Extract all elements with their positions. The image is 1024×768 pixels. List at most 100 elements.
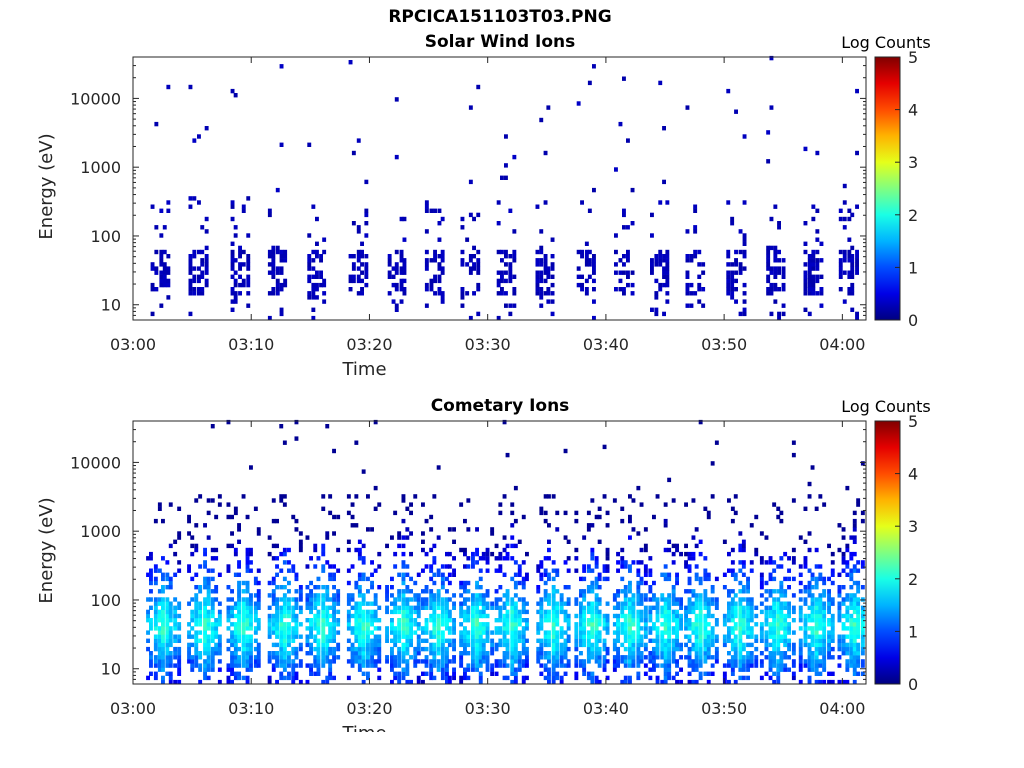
data-cell bbox=[827, 605, 831, 610]
data-cell bbox=[551, 560, 556, 565]
data-cell bbox=[162, 266, 167, 271]
data-cell bbox=[703, 622, 708, 627]
data-cell bbox=[791, 560, 796, 565]
data-cell bbox=[628, 601, 632, 606]
data-cell bbox=[399, 216, 404, 222]
data-cell bbox=[722, 585, 727, 590]
data-cell bbox=[636, 651, 641, 656]
data-cell bbox=[694, 564, 699, 569]
data-cell bbox=[539, 249, 544, 255]
data-cell bbox=[173, 655, 178, 660]
data-cell bbox=[241, 262, 246, 267]
data-cell bbox=[361, 543, 366, 549]
data-cell bbox=[628, 605, 632, 610]
data-cell bbox=[742, 233, 747, 238]
data-cell bbox=[559, 634, 564, 639]
data-cell bbox=[687, 663, 692, 668]
data-cell bbox=[602, 444, 607, 450]
data-cell bbox=[328, 675, 333, 681]
data-cell bbox=[452, 630, 456, 635]
data-cell bbox=[166, 84, 171, 90]
data-cell bbox=[798, 535, 803, 540]
data-cell bbox=[485, 667, 490, 672]
data-cell bbox=[146, 572, 150, 577]
data-cell bbox=[814, 642, 819, 648]
data-cell bbox=[348, 287, 353, 292]
data-cell bbox=[188, 262, 193, 267]
data-cell bbox=[513, 580, 518, 586]
data-cell bbox=[807, 618, 812, 623]
data-cell bbox=[502, 494, 507, 499]
data-cell bbox=[370, 572, 374, 577]
data-cell bbox=[738, 543, 743, 549]
data-cell bbox=[663, 518, 668, 524]
data-cell bbox=[769, 270, 774, 275]
data-cell bbox=[157, 626, 162, 631]
data-cell bbox=[623, 675, 628, 681]
data-cell bbox=[279, 655, 284, 660]
data-cell bbox=[687, 601, 692, 606]
data-cell bbox=[313, 638, 318, 643]
data-cell bbox=[741, 613, 746, 619]
data-cell bbox=[279, 642, 284, 648]
data-cell bbox=[214, 626, 219, 631]
x-tick-label: 03:40 bbox=[583, 699, 629, 718]
data-cell bbox=[675, 597, 679, 602]
data-cell bbox=[643, 547, 648, 553]
data-cell bbox=[706, 514, 711, 520]
data-cell bbox=[463, 642, 467, 648]
data-cell bbox=[294, 671, 299, 676]
data-cell bbox=[517, 663, 522, 668]
data-cell bbox=[357, 622, 362, 627]
data-cell bbox=[168, 634, 173, 639]
data-cell bbox=[814, 597, 819, 602]
data-cell bbox=[354, 523, 359, 528]
data-cell bbox=[810, 613, 815, 619]
data-cell bbox=[749, 605, 754, 610]
data-cell bbox=[663, 547, 668, 553]
data-cell bbox=[691, 609, 696, 615]
data-cell bbox=[332, 655, 336, 660]
data-cell bbox=[741, 630, 746, 635]
data-cell bbox=[153, 568, 158, 573]
data-cell bbox=[459, 547, 464, 553]
data-cell bbox=[311, 307, 316, 312]
data-cell bbox=[521, 601, 526, 606]
data-cell bbox=[287, 651, 291, 656]
data-cell bbox=[830, 572, 835, 577]
data-cell bbox=[679, 605, 683, 610]
data-cell bbox=[424, 258, 429, 263]
data-cell bbox=[665, 200, 670, 205]
data-cell bbox=[781, 258, 786, 263]
data-cell bbox=[727, 498, 731, 503]
data-cell bbox=[555, 527, 560, 532]
data-cell bbox=[769, 266, 774, 271]
data-cell bbox=[626, 282, 630, 288]
data-cell bbox=[436, 568, 441, 573]
data-cell bbox=[521, 576, 526, 582]
data-cell bbox=[253, 613, 258, 619]
data-cell bbox=[237, 593, 241, 598]
data-cell bbox=[566, 634, 571, 639]
data-cell bbox=[675, 642, 679, 648]
data-cell bbox=[206, 580, 211, 586]
data-cell bbox=[594, 651, 599, 656]
data-cell bbox=[350, 523, 355, 528]
data-cell bbox=[783, 642, 788, 648]
data-cell bbox=[437, 278, 442, 284]
data-cell bbox=[811, 204, 816, 209]
data-cell bbox=[546, 274, 551, 279]
data-cell bbox=[321, 622, 326, 627]
data-cell bbox=[791, 675, 796, 681]
data-cell bbox=[855, 254, 859, 259]
data-cell bbox=[551, 646, 556, 652]
data-cell bbox=[445, 626, 449, 631]
data-cell bbox=[350, 630, 355, 635]
data-cell bbox=[551, 589, 556, 594]
data-cell bbox=[153, 634, 158, 639]
data-cell bbox=[803, 564, 808, 569]
data-cell bbox=[237, 663, 241, 668]
data-cell bbox=[687, 605, 692, 610]
data-cell bbox=[282, 605, 287, 610]
data-cell bbox=[217, 622, 222, 627]
